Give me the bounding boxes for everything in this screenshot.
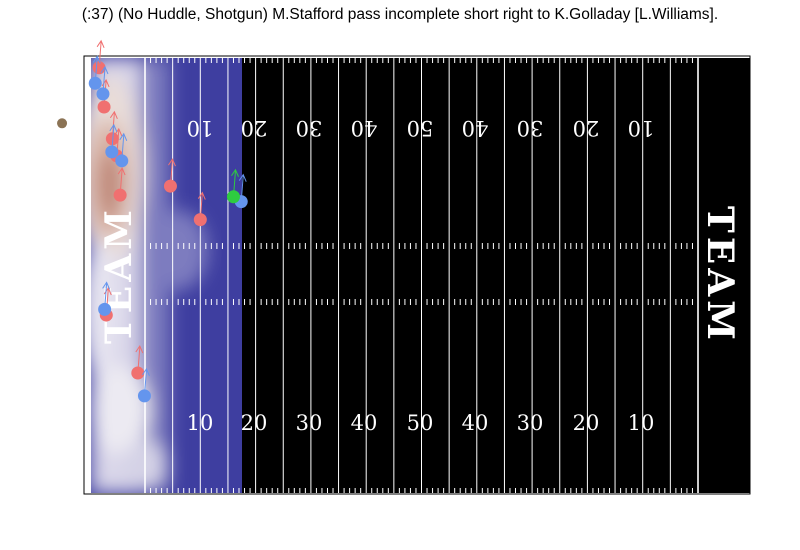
yard-number-top-20-left: 20	[241, 116, 268, 140]
defense-player	[96, 65, 110, 101]
offense-player-marker	[131, 366, 145, 380]
yard-number-bottom-50: 50	[407, 411, 434, 435]
defense-player-marker	[137, 389, 151, 403]
defense-player	[88, 55, 102, 90]
yard-number-bottom-20-left: 20	[241, 411, 268, 435]
offense-player-arrowhead	[197, 191, 206, 200]
defense-player	[105, 123, 119, 159]
hash-marks	[150, 58, 693, 493]
defense-player-arrowhead	[119, 132, 128, 142]
offense-player-marker	[113, 188, 127, 202]
yard-number-top-30-left: 30	[296, 116, 323, 140]
defense-player-arrowhead	[238, 173, 247, 182]
defense-player	[98, 281, 112, 316]
offense-player-arrowhead	[135, 344, 144, 354]
play-description-title: (:37) (No Huddle, Shotgun) M.Stafford pa…	[81, 6, 719, 23]
offense-player	[131, 344, 145, 380]
offense-player	[163, 158, 177, 193]
offense-player-marker	[97, 100, 111, 114]
yard-numbers-bottom: 10 20 30 40 50 40 30 20 10	[187, 411, 655, 435]
endzone-right-label: TEAM	[699, 206, 741, 344]
target-player-arrowhead	[231, 168, 239, 177]
yard-number-bottom-40-left: 40	[351, 411, 378, 435]
offense-player-arrowhead	[168, 158, 176, 167]
offense-player	[193, 191, 207, 227]
target-player-marker	[226, 190, 240, 204]
yard-number-top-40-right: 40	[462, 116, 489, 140]
yard-number-bottom-20-right: 20	[573, 411, 600, 435]
offense-player-marker	[193, 213, 207, 227]
football-marker	[57, 118, 68, 129]
yard-numbers-top: 10 20 30 40 50 40 30 20 10	[187, 116, 655, 140]
yard-number-bottom-40-right: 40	[462, 411, 489, 435]
offense-player-arrowhead	[117, 167, 126, 176]
defense-player-arrowhead	[142, 367, 150, 377]
defense-player	[115, 132, 129, 168]
defense-player-marker	[88, 76, 102, 90]
offense-player-arrowhead	[109, 110, 118, 119]
field-lines	[144, 58, 699, 493]
yard-number-top-40-left: 40	[351, 116, 378, 140]
offense-player-arrowhead	[96, 39, 105, 48]
yard-number-bottom-10-left: 10	[187, 411, 214, 435]
yard-number-top-10-left: 10	[187, 116, 214, 140]
yard-number-top-50: 50	[407, 116, 434, 140]
density-heatmap	[91, 58, 242, 493]
endzone-left-label: TEAM	[98, 206, 140, 344]
yard-number-bottom-30-left: 30	[296, 411, 323, 435]
defense-player-arrowhead	[109, 123, 118, 133]
offense-player-marker	[163, 179, 177, 193]
yard-number-top-10-right: 10	[628, 116, 655, 140]
defense-player-marker	[105, 145, 119, 159]
players-layer	[57, 39, 248, 403]
yard-number-top-30-right: 30	[517, 116, 544, 140]
defense-player-arrowhead	[92, 55, 101, 64]
offense-player-marker	[92, 61, 106, 75]
offense-player-arrowhead	[114, 127, 123, 137]
defense-player-marker	[98, 302, 112, 316]
offense-player	[113, 167, 127, 202]
defense-player-marker	[96, 87, 110, 101]
target-player	[226, 168, 240, 204]
defense-player-marker	[115, 154, 129, 168]
defense-player-arrowhead	[100, 65, 109, 75]
defense-player	[137, 367, 151, 403]
yard-number-top-20-right: 20	[573, 116, 600, 140]
yard-number-bottom-10-right: 10	[628, 411, 655, 435]
yard-number-bottom-30-right: 30	[517, 411, 544, 435]
defense-player-arrowhead	[102, 281, 111, 290]
